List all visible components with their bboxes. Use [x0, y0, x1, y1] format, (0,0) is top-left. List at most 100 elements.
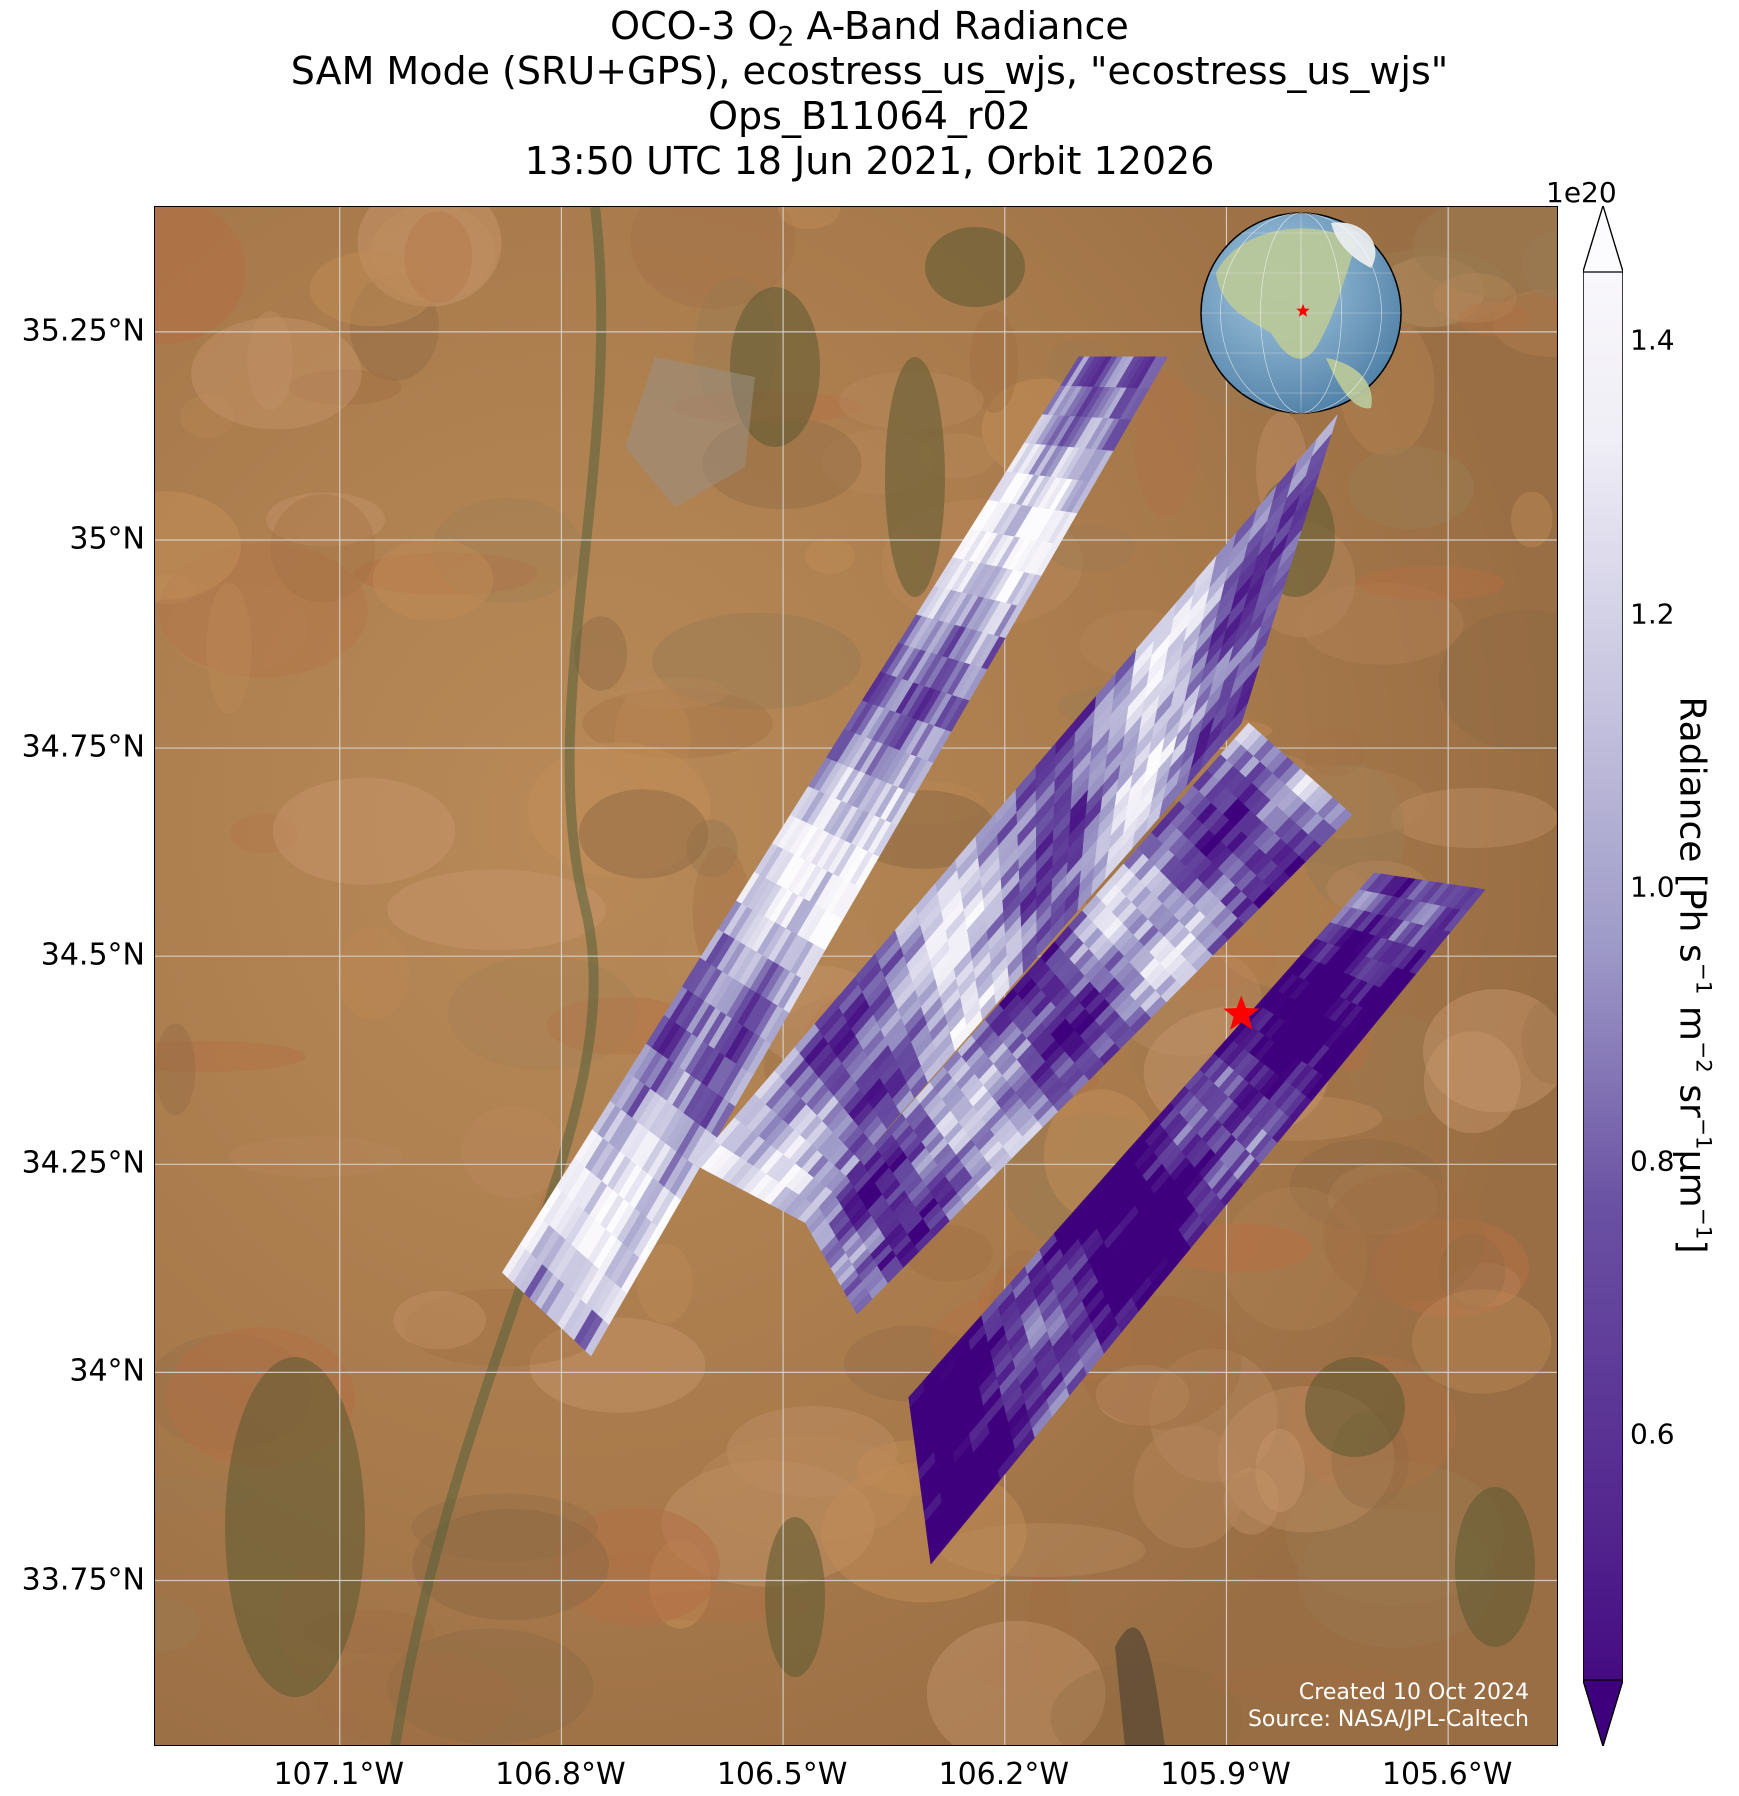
title-line-1: OCO-3 O2 A-Band Radiance: [610, 4, 1129, 53]
terrain-patch: [805, 538, 856, 574]
map-panel: Created 10 Oct 2024 Source: NASA/JPL-Cal…: [154, 206, 1558, 1746]
globe-meridian: [1220, 212, 1382, 414]
terrain-patch: [372, 538, 494, 621]
colorbar-fill: [1583, 206, 1623, 1746]
globe-greenland: [1331, 222, 1376, 268]
terrain-patch: [574, 616, 628, 691]
title-line-2: SAM Mode (SRU+GPS), ecostress_us_wjs, "e…: [290, 49, 1449, 93]
globe-star-icon: [1296, 304, 1310, 317]
terrain-patch: [1304, 725, 1366, 777]
terrain-patch: [387, 1628, 594, 1745]
forest-patch: [885, 357, 945, 597]
city-area: [625, 357, 755, 507]
terrain-patch: [1297, 1509, 1497, 1648]
colorbar-tick-label: 1.4: [1630, 323, 1675, 357]
target-star-icon: [1223, 995, 1260, 1030]
terrain-patch: [1493, 289, 1557, 357]
terrain-patch: [166, 582, 308, 674]
title-line-4: 13:50 UTC 18 Jun 2021, Orbit 12026: [524, 139, 1215, 183]
swath: [501, 356, 1168, 1357]
river-valley: [390, 207, 607, 1745]
globe-meridian: [1260, 212, 1342, 414]
colorbar: [1583, 206, 1623, 1746]
terrain-patch: [412, 1508, 609, 1621]
globe-meridian: [1260, 212, 1342, 414]
terrain-patch: [461, 1105, 565, 1198]
lat-tick-label: 34°N: [69, 1353, 145, 1389]
swath: [908, 872, 1486, 1565]
terrain-patch: [618, 676, 729, 709]
terrain-patch: [1457, 301, 1531, 337]
map-canvas: [155, 207, 1557, 1745]
terrain-patch: [630, 207, 796, 310]
colorbar-tick-label: 1.0: [1630, 870, 1675, 904]
colorbar-tick-label: 0.6: [1630, 1417, 1675, 1451]
lat-tick-label: 34.25°N: [21, 1145, 145, 1181]
terrain-patch: [316, 1650, 516, 1745]
colorbar-label: Radiance [Ph s−1 m−2 sr−1μm−1]: [1671, 696, 1716, 1254]
terrain-patch: [614, 684, 691, 792]
terrain-patch: [1046, 524, 1136, 572]
terrain-patch: [637, 1243, 693, 1324]
terrain-patch: [270, 494, 376, 603]
terrain-patch: [778, 207, 841, 230]
swath: [693, 414, 1338, 1223]
terrain-patch: [1149, 1348, 1278, 1483]
terrain-patch: [179, 394, 235, 438]
lon-tick-label: 106.5°W: [716, 1757, 848, 1792]
terrain-patch: [1438, 609, 1557, 753]
terrain-patch: [652, 612, 861, 710]
swath: [804, 722, 1353, 1315]
terrain-patch: [1433, 273, 1518, 323]
terrain-patch: [1411, 1289, 1552, 1394]
terrain-patch: [155, 207, 247, 344]
inset-globe: [1200, 212, 1402, 414]
credit-text: Created 10 Oct 2024 Source: NASA/JPL-Cal…: [1248, 1679, 1529, 1733]
credit-created: Created 10 Oct 2024: [1298, 1680, 1529, 1705]
lon-tick-label: 106.8°W: [495, 1757, 626, 1792]
terrain-patch: [191, 317, 362, 430]
terrain-patch: [1223, 1467, 1280, 1535]
radiance-swaths: [501, 356, 1486, 1565]
forest-patch: [925, 227, 1025, 307]
terrain-patch: [266, 492, 385, 547]
terrain-patch: [155, 1040, 306, 1073]
terrain-patch: [288, 369, 402, 405]
terrain-patch: [1133, 1425, 1246, 1549]
forest-patch: [1455, 1487, 1535, 1647]
terrain-patch: [155, 491, 242, 600]
terrain-patch: [1423, 1031, 1521, 1134]
colorbar-extend-top: [1583, 206, 1623, 273]
globe-meridian: [1220, 212, 1382, 414]
lat-tick-label: 34.5°N: [40, 937, 145, 973]
colorbar-tick-label: 0.8: [1630, 1144, 1675, 1178]
terrain-patch: [1208, 1664, 1407, 1701]
lon-tick-label: 107.1°W: [273, 1757, 405, 1792]
terrain-patch: [387, 869, 606, 951]
colorbar-extend-bottom: [1583, 1679, 1623, 1746]
terrain-patch: [336, 926, 410, 1021]
terrain-patch: [448, 955, 639, 1071]
terrain-patch: [1510, 491, 1553, 548]
terrain-patch: [1412, 207, 1557, 297]
terrain-patch: [393, 1291, 486, 1350]
globe-south-america: [1326, 358, 1372, 409]
colorbar-exponent: 1e20: [1546, 176, 1617, 209]
swath-cell: [1329, 808, 1353, 831]
terrain-patch: [1521, 996, 1557, 1085]
terrain-patch: [228, 1136, 404, 1178]
terrain-patch: [1449, 1262, 1521, 1307]
swath-cell: [1460, 888, 1486, 912]
terrain-patch: [1373, 1217, 1529, 1317]
terrain-patch: [1285, 1461, 1505, 1606]
terrain-patch: [1522, 231, 1557, 299]
terrain-patch: [1356, 566, 1506, 601]
swath-cell: [1227, 703, 1248, 739]
terrain-patch: [529, 1317, 706, 1413]
terrain-patch: [1289, 1139, 1444, 1232]
terrain-patch: [1323, 1172, 1486, 1304]
lat-tick-label: 34.75°N: [21, 729, 145, 765]
terrain-patch: [1299, 582, 1464, 665]
terrain-patch: [431, 497, 584, 604]
terrain-patch: [926, 1620, 1106, 1745]
